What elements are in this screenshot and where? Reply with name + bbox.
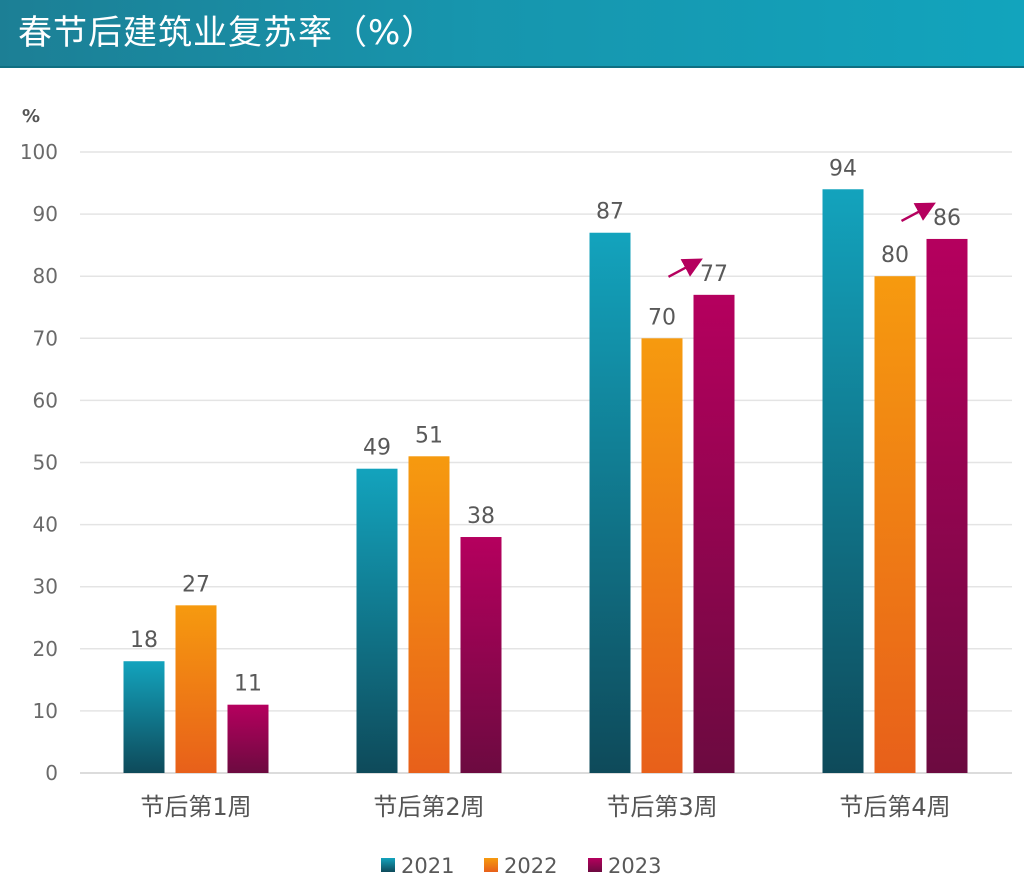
data-label: 77 (700, 262, 728, 287)
x-category-label: 节后第2周 (373, 793, 484, 821)
x-category-label: 节后第3周 (606, 793, 717, 821)
legend-label: 2021 (401, 854, 454, 878)
bar-2022-3 (641, 338, 683, 773)
bar-2023-1 (227, 704, 269, 773)
bar-2021-2 (356, 468, 398, 773)
title-bar: 春节后建筑业复苏率（%） (0, 0, 1024, 68)
data-label: 87 (596, 200, 624, 225)
data-labels: 18 27 11 49 51 38 87 70 77 94 80 86 (130, 156, 961, 696)
data-label: 11 (234, 672, 262, 697)
y-tick-label: 60 (33, 388, 58, 412)
bar-2021-3 (589, 232, 631, 774)
bar-2021-4 (822, 189, 864, 773)
bar-2022-2 (408, 456, 450, 773)
y-tick-label: 20 (33, 637, 58, 661)
y-unit-label: % (22, 106, 40, 127)
y-tick-label: 100 (20, 140, 58, 164)
legend-label: 2022 (504, 854, 557, 878)
legend-swatch-2023 (588, 858, 602, 872)
data-label: 94 (829, 156, 857, 181)
bars (123, 189, 968, 774)
increase-arrow (667, 258, 703, 278)
y-axis: 0 10 20 30 40 50 60 70 80 90 100% (20, 106, 58, 785)
x-axis: 节后第1周 节后第2周 节后第3周 节后第4周 (140, 793, 950, 821)
data-label: 51 (415, 423, 443, 448)
increase-arrow (900, 202, 936, 223)
y-tick-label: 30 (33, 575, 58, 599)
bar-2023-3 (693, 294, 735, 773)
y-tick-label: 40 (33, 513, 58, 537)
bar-2023-2 (460, 537, 502, 773)
y-tick-label: 70 (33, 326, 58, 350)
bar-2023-4 (926, 238, 968, 773)
data-label: 80 (881, 243, 909, 268)
data-label: 86 (933, 206, 961, 231)
chart-title: 春节后建筑业复苏率（%） (18, 13, 437, 53)
bar-2021-1 (123, 661, 165, 773)
x-category-label: 节后第1周 (140, 793, 251, 821)
data-label: 49 (363, 436, 391, 461)
y-tick-label: 50 (33, 451, 58, 475)
bar-2022-4 (874, 276, 916, 773)
data-label: 18 (130, 628, 158, 653)
y-tick-label: 0 (45, 761, 58, 785)
legend: 2021 2022 2023 (381, 854, 661, 878)
y-tick-label: 10 (33, 699, 58, 723)
legend-swatch-2021 (381, 858, 395, 872)
y-tick-label: 90 (33, 202, 58, 226)
x-category-label: 节后第4周 (839, 793, 950, 821)
data-label: 27 (182, 572, 210, 597)
legend-label: 2023 (608, 854, 661, 878)
data-label: 38 (467, 504, 495, 529)
gridlines (80, 151, 1012, 774)
legend-swatch-2022 (484, 858, 498, 872)
data-label: 70 (648, 305, 676, 330)
bar-2022-1 (175, 605, 217, 773)
y-tick-label: 80 (33, 264, 58, 288)
